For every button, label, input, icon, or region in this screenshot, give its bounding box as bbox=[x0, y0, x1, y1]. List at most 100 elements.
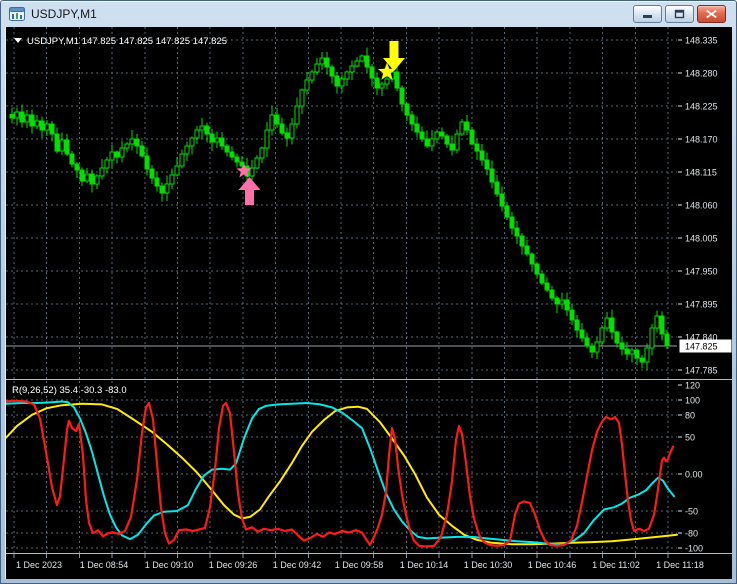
window-title: USDJPY,M1 bbox=[31, 7, 97, 21]
candle-body bbox=[14, 111, 20, 119]
chart-info-label: USDJPY,M1 147.825 147.825 147.825 147.82… bbox=[14, 36, 227, 47]
candle-body bbox=[654, 315, 660, 329]
candle-body bbox=[144, 155, 150, 170]
candle-body bbox=[519, 235, 525, 247]
time-axis-label: 1 Dec 09:42 bbox=[273, 560, 322, 570]
price-axis-label: 147.895 bbox=[685, 300, 718, 310]
minimize-button[interactable] bbox=[633, 5, 662, 23]
candle-body bbox=[504, 205, 510, 218]
candle-body bbox=[229, 151, 235, 158]
candle-body bbox=[649, 327, 655, 349]
time-axis-label: 1 Dec 10:30 bbox=[464, 560, 513, 570]
candle-body bbox=[269, 114, 275, 131]
candle-body bbox=[529, 253, 535, 265]
candle-body bbox=[364, 55, 370, 68]
candle-body bbox=[539, 273, 545, 284]
candle-body bbox=[664, 333, 670, 347]
time-axis: 1 Dec 2023 1 Dec 08:54 1 Dec 09:10 1 Dec 09… bbox=[16, 560, 704, 570]
candle-body bbox=[29, 114, 35, 127]
svg-text:USDJPY,M1 147.825 147.825 147: USDJPY,M1 147.825 147.825 147.825 147.82… bbox=[27, 36, 227, 47]
candle-body bbox=[174, 165, 180, 176]
candle-body bbox=[249, 167, 255, 177]
candle-body bbox=[129, 138, 135, 145]
current-price-box bbox=[679, 339, 732, 353]
candle-body bbox=[54, 133, 60, 152]
oscillator-line-slow bbox=[6, 402, 678, 546]
chart-window-icon bbox=[9, 6, 25, 22]
candle-body bbox=[344, 71, 350, 80]
candle-body bbox=[114, 151, 120, 158]
restore-button[interactable] bbox=[665, 5, 694, 23]
candle-body bbox=[449, 143, 455, 151]
candle-body bbox=[499, 193, 505, 207]
candle-body bbox=[524, 245, 530, 255]
time-axis-label: 1 Dec 10:46 bbox=[528, 560, 577, 570]
grid bbox=[6, 27, 677, 558]
candle-body bbox=[264, 129, 270, 149]
titlebar[interactable]: USDJPY,M1 bbox=[1, 1, 736, 27]
buy-arrow-icon bbox=[238, 177, 261, 205]
close-button[interactable] bbox=[697, 5, 726, 23]
candle-body bbox=[164, 183, 170, 194]
oscillator-axis: 120 100 80 50 0.00 -50 -80 -100 bbox=[678, 381, 703, 554]
time-axis-label: 1 Dec 09:58 bbox=[335, 560, 384, 570]
candle-body bbox=[644, 347, 650, 363]
candle-body bbox=[219, 137, 225, 147]
candle-body bbox=[124, 143, 130, 149]
candle-body bbox=[179, 153, 185, 167]
oscillator-axis-label: 120 bbox=[685, 381, 700, 391]
candle-body bbox=[409, 114, 415, 125]
candle-body bbox=[329, 66, 335, 77]
candle-body bbox=[614, 331, 620, 344]
candles[interactable] bbox=[9, 47, 670, 370]
candle-body bbox=[109, 151, 115, 161]
candle-body bbox=[379, 83, 385, 89]
time-axis-label: 1 Dec 09:26 bbox=[209, 560, 258, 570]
sell-arrow-icon bbox=[383, 41, 405, 71]
candle-body bbox=[44, 123, 50, 131]
oscillator-line-mid bbox=[6, 400, 675, 546]
candle-body bbox=[359, 55, 365, 62]
time-axis-label: 1 Dec 11:18 bbox=[656, 560, 704, 570]
time-axis-label: 1 Dec 08:54 bbox=[80, 560, 129, 570]
signal-star-icon bbox=[236, 163, 252, 178]
price-axis: 148.335 148.280 148.225 148.170 148.115 148.0… bbox=[678, 36, 732, 376]
candle-body bbox=[294, 105, 300, 125]
candle-body bbox=[199, 125, 205, 131]
candle-body bbox=[159, 185, 165, 194]
oscillator-axis-label: 80 bbox=[685, 410, 695, 420]
candle-body bbox=[444, 135, 450, 145]
candle-body bbox=[214, 137, 220, 143]
candle-body bbox=[9, 113, 15, 119]
price-chart[interactable]: 148.335 148.280 148.225 148.170 148.115 148.0… bbox=[6, 27, 732, 579]
price-axis-label: 148.170 bbox=[685, 135, 718, 145]
candle-body bbox=[624, 348, 630, 355]
svg-text:R(9,26,52) 35.4 -30.3 -83.0: R(9,26,52) 35.4 -30.3 -83.0 bbox=[12, 385, 127, 396]
candle-body bbox=[544, 282, 550, 291]
candle-body bbox=[314, 63, 320, 73]
candle-body bbox=[49, 123, 55, 135]
candle-body bbox=[69, 153, 75, 165]
candle-body bbox=[304, 79, 310, 91]
candle-body bbox=[79, 169, 85, 182]
candle-body bbox=[534, 263, 540, 275]
candle-body bbox=[414, 123, 420, 133]
candle-body bbox=[189, 137, 195, 147]
candle-body bbox=[424, 138, 430, 147]
candle-body bbox=[569, 309, 575, 321]
candle-body bbox=[484, 159, 490, 170]
candle-body bbox=[154, 177, 160, 187]
oscillator-axis-label: 50 bbox=[685, 433, 695, 443]
candle-body bbox=[259, 147, 265, 159]
candle-body bbox=[609, 317, 615, 333]
candle-body bbox=[599, 327, 605, 343]
candle-body bbox=[579, 329, 585, 339]
candle-body bbox=[454, 133, 460, 151]
price-axis-label: 148.225 bbox=[685, 102, 718, 112]
candle-body bbox=[549, 289, 555, 299]
candle-body bbox=[24, 114, 30, 123]
oscillator-axis-label: 0.00 bbox=[685, 470, 703, 480]
candle-body bbox=[554, 297, 560, 305]
oscillator-lines[interactable] bbox=[6, 399, 678, 548]
candle-body bbox=[194, 129, 200, 139]
